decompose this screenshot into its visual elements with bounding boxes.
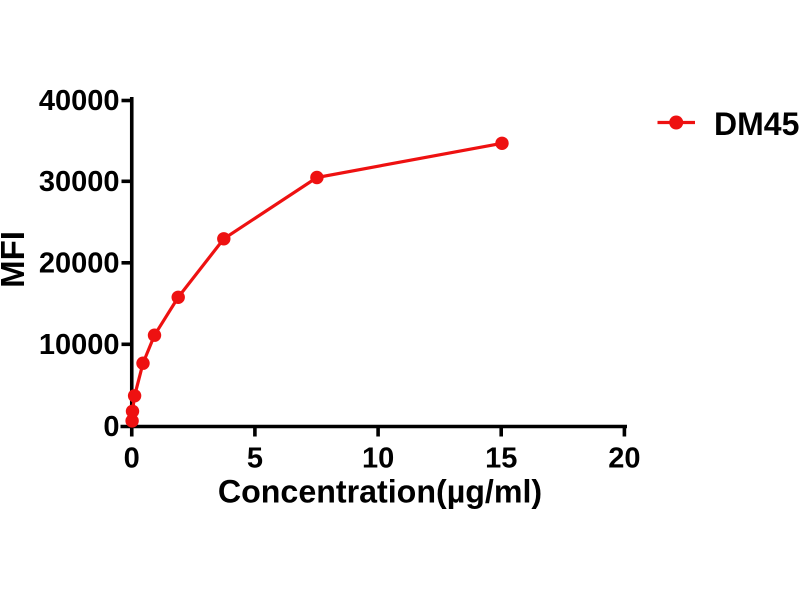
svg-text:10000: 10000 (39, 329, 120, 361)
svg-text:40000: 40000 (39, 85, 120, 117)
svg-text:Concentration(µg/ml): Concentration(µg/ml) (218, 474, 542, 510)
svg-text:DM45: DM45 (714, 106, 799, 142)
svg-text:0: 0 (103, 411, 119, 443)
svg-text:30000: 30000 (39, 166, 120, 198)
svg-text:10: 10 (362, 442, 394, 474)
svg-text:15: 15 (485, 442, 517, 474)
svg-text:MFI: MFI (0, 231, 31, 288)
svg-text:20000: 20000 (39, 247, 120, 279)
svg-text:20: 20 (608, 442, 640, 474)
svg-text:0: 0 (124, 442, 140, 474)
svg-text:5: 5 (247, 442, 263, 474)
